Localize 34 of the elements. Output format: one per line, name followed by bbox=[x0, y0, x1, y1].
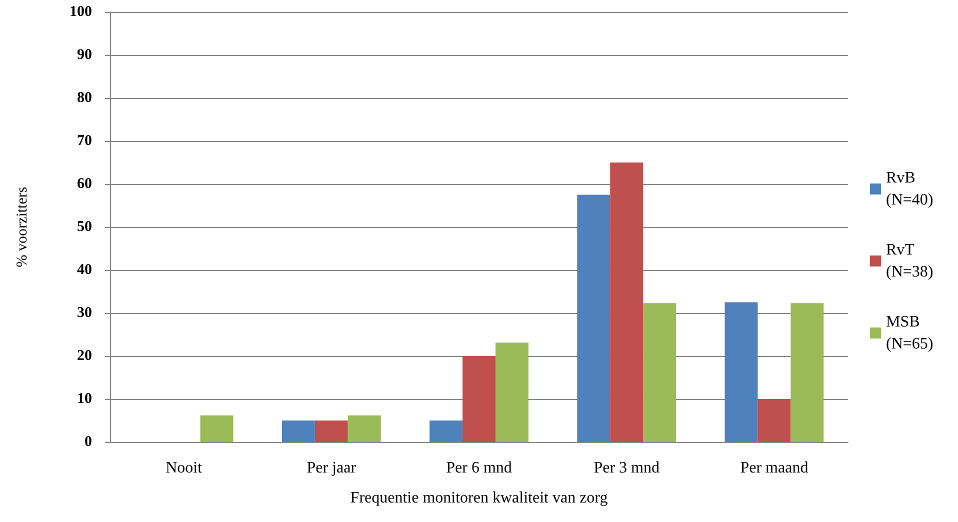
x-tick-label: Per 3 mnd bbox=[594, 460, 660, 476]
y-tick-label: 100 bbox=[70, 4, 92, 20]
legend-label: RvT (N=38) bbox=[886, 242, 934, 280]
y-tick-label: 50 bbox=[77, 219, 92, 235]
y-tick-label: 80 bbox=[77, 90, 92, 106]
x-tick-label: Per maand bbox=[740, 460, 808, 476]
bar bbox=[790, 303, 824, 442]
bar bbox=[282, 420, 315, 442]
y-tick-label: 90 bbox=[77, 47, 92, 63]
x-tick-label: Per jaar bbox=[306, 460, 357, 476]
bar bbox=[430, 420, 463, 442]
bar bbox=[348, 415, 381, 442]
bar bbox=[643, 303, 676, 442]
y-tick-label: 60 bbox=[77, 176, 92, 192]
y-tick-label: 70 bbox=[77, 133, 92, 149]
bar bbox=[495, 342, 528, 442]
x-tick-label: Per 6 mnd bbox=[446, 460, 512, 476]
y-tick-label: 20 bbox=[77, 348, 92, 364]
legend-label: RvB (N=40) bbox=[886, 170, 934, 208]
y-tick-label: 40 bbox=[77, 262, 92, 278]
bar bbox=[577, 194, 610, 442]
x-tick-label: Nooit bbox=[166, 460, 203, 476]
bar bbox=[462, 356, 496, 442]
bar bbox=[314, 420, 348, 442]
y-axis-title: % voorzitters bbox=[14, 186, 30, 268]
bar bbox=[724, 302, 758, 442]
y-tick-label: 30 bbox=[77, 305, 92, 321]
bar bbox=[200, 415, 234, 442]
x-axis-title: Frequentie monitoren kwaliteit van zorg bbox=[350, 490, 608, 506]
legend-label: MSB (N=65) bbox=[886, 314, 934, 352]
bar bbox=[610, 162, 644, 442]
bar bbox=[758, 399, 791, 442]
y-tick-label: 0 bbox=[84, 434, 92, 450]
y-tick-label: 10 bbox=[77, 391, 92, 407]
